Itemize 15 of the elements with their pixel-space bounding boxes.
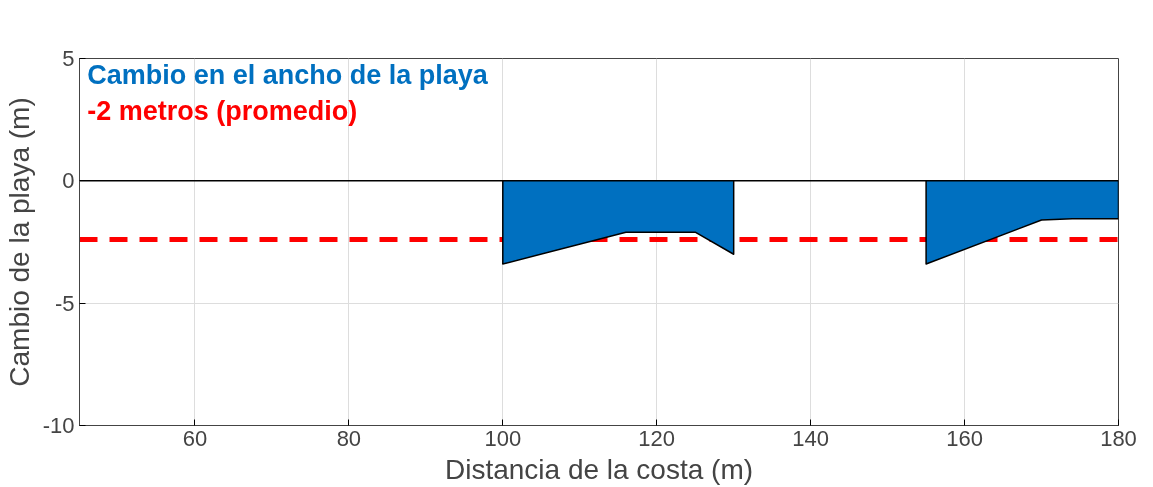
- text: Cambio en el ancho de la playa: [87, 59, 489, 90]
- x-tick-label: 80: [336, 425, 362, 451]
- x-tick-label: 160: [946, 425, 983, 451]
- x-tick-label: 140: [792, 425, 830, 451]
- x-axis-title: Distancia de la costa (m): [444, 453, 754, 485]
- y-tick-label: 0: [62, 168, 75, 194]
- ref-line-label: -2 metros (promedio): [87, 96, 358, 127]
- x-tick-label: 60: [182, 425, 208, 451]
- x-tick-label: 100: [484, 425, 522, 451]
- x-tick-label: 120: [638, 425, 676, 451]
- y-axis-title: Cambio de la playa (m): [3, 97, 35, 387]
- y-tick-label: -5: [54, 290, 75, 316]
- x-tick-label: 180: [1100, 425, 1137, 451]
- y-tick-label: -10: [42, 413, 75, 438]
- y-tick-label: 5: [62, 46, 75, 71]
